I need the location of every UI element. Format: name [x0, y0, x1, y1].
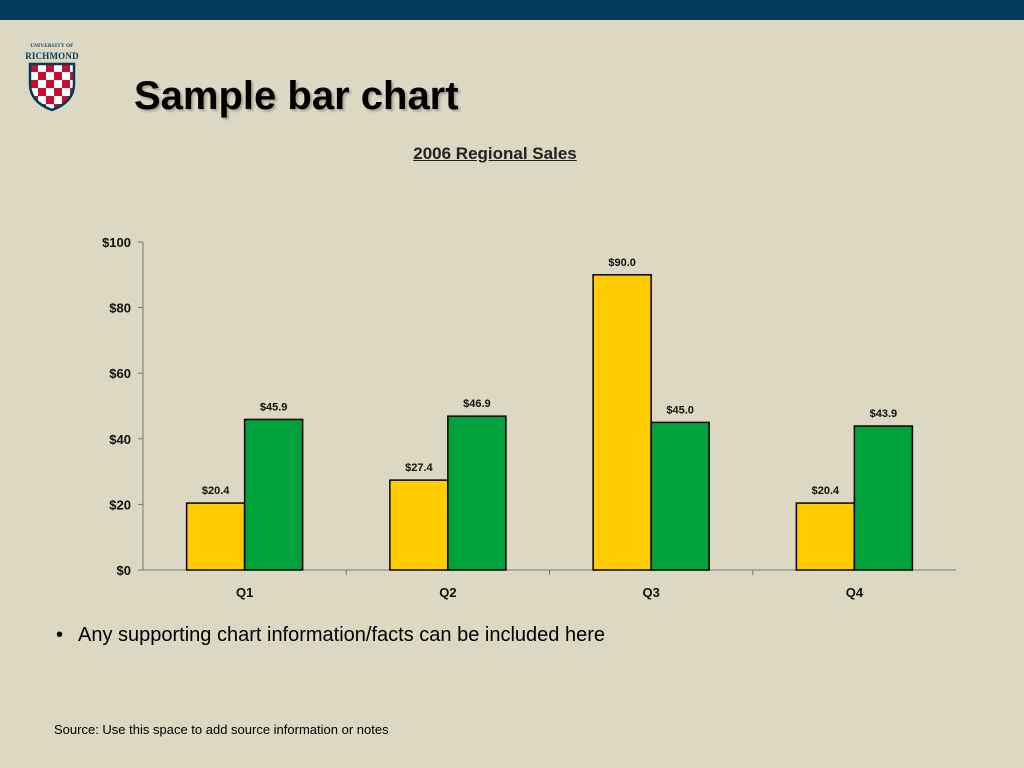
source-note: Source: Use this space to add source inf…: [54, 722, 389, 737]
data-label: $45.9: [260, 401, 288, 413]
y-tick-label: $20: [109, 497, 131, 512]
y-tick-label: $60: [109, 366, 131, 381]
bar: [650, 421, 710, 571]
y-tick-label: $0: [117, 563, 131, 578]
chart-title: 2006 Regional Sales: [413, 144, 577, 163]
data-label: $46.9: [463, 398, 491, 410]
bullet-text: Any supporting chart information/facts c…: [78, 624, 605, 646]
data-label: $27.4: [405, 462, 433, 474]
y-tick-label: $100: [102, 235, 131, 250]
page-title: Sample bar chart: [134, 74, 459, 118]
data-label: $90.0: [608, 257, 636, 269]
bullet-marker: •: [56, 624, 64, 646]
bullet-point: • Any supporting chart information/facts …: [56, 624, 605, 647]
logo-line-2: RICHMOND: [25, 51, 79, 61]
bar: [592, 274, 652, 571]
bar: [853, 425, 914, 571]
bar: [389, 479, 449, 571]
data-label: $45.0: [666, 404, 694, 416]
bar: [243, 418, 304, 571]
x-tick-label: Q2: [439, 585, 456, 600]
shield-icon: [28, 62, 76, 112]
bar: [795, 502, 856, 571]
y-tick-label: $80: [109, 301, 131, 316]
bar-chart: $0 $20 $40 $60 $80 $100 $20.4 $45.9 Q1 $27.4 $46.9…: [102, 235, 956, 600]
bar: [447, 415, 507, 571]
data-label: $20.4: [202, 485, 230, 497]
x-tick-label: Q3: [642, 585, 659, 600]
header-bar: [0, 0, 1024, 20]
bar: [185, 502, 246, 571]
university-logo: UNIVERSITY OF RICHMOND: [22, 44, 82, 112]
logo-line-1: UNIVERSITY OF: [30, 44, 74, 49]
data-label: $20.4: [812, 485, 840, 497]
data-label: $43.9: [870, 408, 898, 420]
x-tick-label: Q4: [846, 585, 864, 600]
x-tick-label: Q1: [236, 585, 253, 600]
y-tick-label: $40: [109, 432, 131, 447]
